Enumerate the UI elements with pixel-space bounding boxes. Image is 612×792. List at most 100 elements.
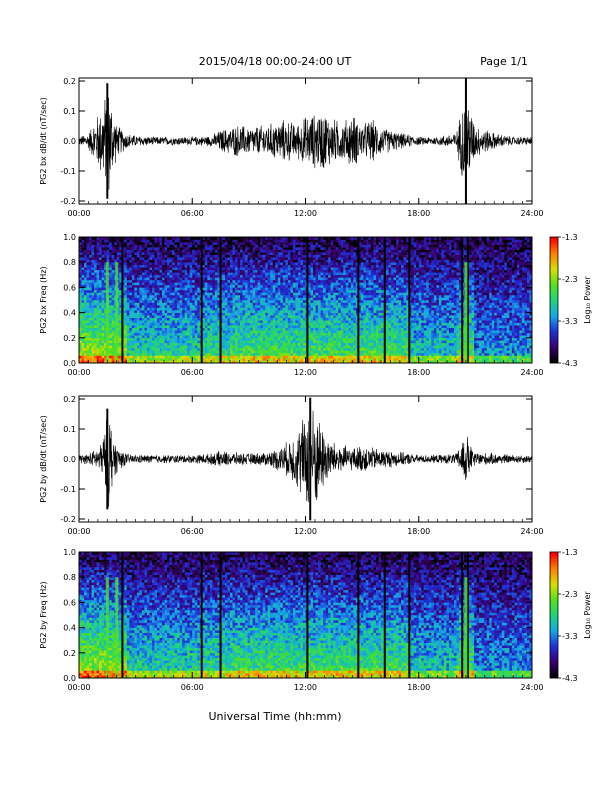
spectrogram-cell: [126, 312, 130, 316]
spectrogram-cell: [164, 264, 168, 268]
spectrogram-cell: [245, 357, 248, 361]
spectrogram-cell: [84, 272, 87, 276]
spectrogram-cell: [242, 360, 246, 364]
spectrogram-cell: [277, 244, 281, 248]
spectrogram-cell: [111, 242, 115, 245]
spectrogram-cell: [250, 252, 253, 255]
spectrogram-cell: [167, 272, 170, 276]
spectrogram-cell: [131, 264, 135, 268]
spectrogram-cell: [174, 297, 178, 301]
spectrogram-cell: [207, 357, 211, 361]
spectrogram-cell: [282, 257, 286, 260]
spectrogram-cell: [111, 272, 115, 276]
spectrogram-cell: [169, 239, 173, 243]
spectrogram-cell: [267, 294, 271, 298]
spectrogram-cell: [227, 254, 231, 258]
spectrogram-cell: [96, 345, 100, 349]
spectrogram-cell: [313, 345, 316, 349]
spectrogram-cell: [182, 325, 185, 329]
spectrogram-cell: [187, 267, 191, 271]
spectrogram-cell: [235, 322, 238, 326]
spectrogram-cell: [318, 277, 321, 281]
spectrogram-cell: [159, 302, 163, 306]
spectrogram-cell: [315, 315, 319, 318]
spectrogram-cell: [96, 330, 100, 334]
spectrogram-cell: [300, 249, 304, 253]
spectrogram-cell: [91, 312, 95, 316]
spectrogram-cell: [245, 239, 248, 243]
spectrogram-cell: [197, 352, 201, 356]
spectrogram-cell: [250, 277, 253, 281]
spectrogram-cell: [174, 305, 178, 308]
spectrogram-cell: [320, 284, 324, 288]
spectrogram-cell: [320, 345, 324, 349]
spectrogram-cell: [270, 272, 274, 276]
spectrogram-cell: [141, 297, 145, 301]
spectrogram-cell: [159, 294, 163, 298]
spectrogram-cell: [285, 347, 289, 351]
spectrogram-cell: [104, 274, 107, 278]
spectrogram-cell: [167, 317, 170, 321]
spectrogram-cell: [187, 305, 191, 308]
spectrogram-cell: [141, 312, 145, 316]
spectrogram-cell: [292, 315, 296, 318]
spectrogram-cell: [89, 317, 92, 321]
spectrogram-cell: [104, 315, 107, 318]
spectrogram-cell: [318, 330, 321, 334]
spectrogram-cell: [217, 297, 221, 301]
spectrogram-cell: [174, 247, 178, 250]
spectrogram-cell: [169, 345, 173, 349]
spectrogram-cell: [262, 269, 266, 273]
spectrogram-cell: [300, 322, 304, 326]
spectrogram-cell: [313, 322, 316, 326]
spectrogram-cell: [235, 254, 238, 258]
spectrogram-cell: [323, 279, 326, 283]
spectrogram-cell: [104, 300, 107, 303]
spectrogram-cell: [300, 317, 304, 321]
spectrogram-cell: [237, 320, 241, 323]
spectrogram-cell: [91, 347, 95, 351]
spectrogram-cell: [149, 262, 153, 266]
spectrogram-cell: [81, 249, 85, 253]
spectrogram-cell: [313, 347, 316, 351]
spectrogram-cell: [169, 237, 173, 240]
spectrogram-cell: [111, 352, 115, 356]
spectrogram-cell: [277, 292, 281, 296]
spectrogram-cell: [282, 320, 286, 323]
spectrogram-cell: [177, 254, 180, 258]
spectrogram-cell: [174, 279, 178, 283]
spectrogram-cell: [245, 269, 248, 273]
spectrogram-cell: [280, 340, 284, 344]
spectrogram-cell: [146, 252, 150, 255]
spectrogram-cell: [280, 244, 284, 248]
spectrogram-cell: [174, 307, 178, 311]
spectrogram-cell: [126, 350, 130, 354]
spectrogram-cell: [84, 347, 87, 351]
spectrogram-cell: [235, 292, 238, 296]
spectrogram-cell: [162, 310, 165, 313]
spectrogram-cell: [101, 312, 105, 316]
spectrogram-cell: [277, 282, 281, 286]
spectrogram-cell: [295, 347, 299, 351]
spectrogram-cell: [144, 327, 148, 331]
spectrogram-cell: [297, 350, 301, 354]
spectrogram-cell: [204, 237, 208, 240]
spectrogram-cell: [179, 320, 183, 323]
spectrogram-cell: [182, 252, 185, 255]
spectrogram-cell: [182, 287, 185, 291]
spectrogram-cell: [280, 320, 284, 323]
spectrogram-cell: [257, 320, 261, 323]
spectrogram-cell: [224, 239, 228, 243]
spectrogram-cell: [146, 315, 150, 318]
spectrogram-cell: [318, 345, 321, 349]
spectrogram-cell: [94, 357, 97, 361]
spectrogram-cell: [91, 294, 95, 298]
spectrogram-cell: [154, 312, 158, 316]
spectrogram-cell: [237, 297, 241, 301]
spectrogram-cell: [237, 305, 241, 308]
spectrogram-cell: [146, 249, 150, 253]
spectrogram-cell: [292, 247, 296, 250]
spectrogram-cell: [164, 360, 168, 364]
spectrogram-cell: [172, 337, 175, 341]
spectrogram-cell: [252, 322, 256, 326]
